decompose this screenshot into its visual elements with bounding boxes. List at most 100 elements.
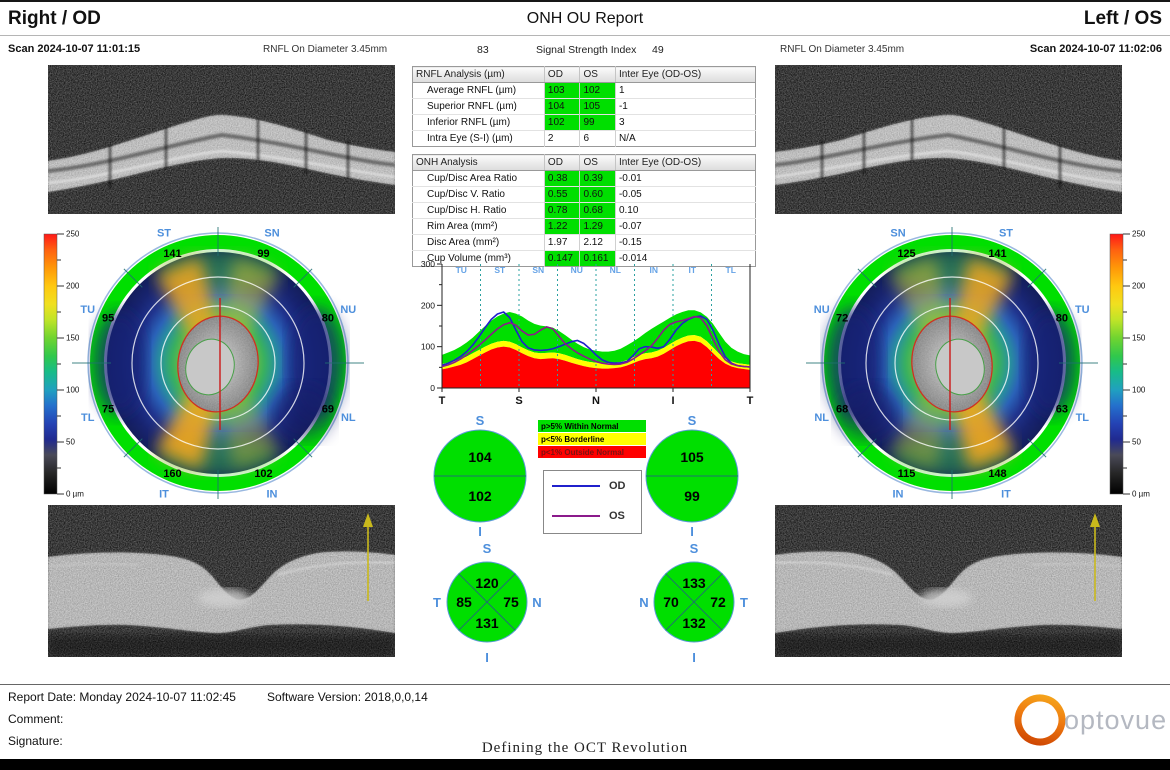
os-scan-type: RNFL On Diameter 3.45mm (780, 44, 905, 55)
onh-analysis-table: ONH Analysis OD OS Inter Eye (OD-OS) Cup… (412, 154, 756, 267)
sector-name-label: SN (890, 228, 905, 240)
inferior-label: I (478, 524, 482, 538)
table-row: Cup/Disc V. Ratio 0.55 0.60 -0.05 (412, 186, 756, 203)
scale-tick-label: 100 (66, 386, 80, 395)
right-eye-heading: Right / OD (8, 8, 101, 29)
sector-name-label: TL (81, 412, 95, 424)
od-value: 2 (543, 130, 580, 147)
x-axis-tick-label: N (592, 395, 600, 406)
sector-name-label: NU (814, 304, 830, 316)
y-axis-tick-label: 200 (421, 300, 435, 310)
scale-tick-label: 200 (1132, 282, 1146, 291)
sector-label: ST (494, 265, 506, 275)
sector-name-label: ST (999, 228, 1013, 240)
scale-tick-label: 150 (1132, 334, 1146, 343)
row-label: Cup Volume (mm³) (412, 250, 545, 267)
onh-table-title: ONH Analysis (412, 154, 545, 171)
report-date: Report Date: Monday 2024-10-07 11:02:45 (8, 690, 236, 704)
os-temporal-quadrant: 72 (710, 594, 726, 610)
left-eye-heading: Left / OS (1083, 8, 1162, 29)
row-label: Intra Eye (S-I) (µm) (412, 130, 545, 147)
x-axis-tick-label: T (747, 395, 754, 406)
scale-tick-label: 200 (66, 282, 80, 291)
od-scan-timestamp: Scan 2024-10-07 11:01:15 (8, 43, 141, 55)
sector-thickness-value: 80 (1056, 313, 1068, 325)
tagline: Defining the OCT Revolution (481, 740, 689, 756)
os-value: 102 (579, 82, 616, 99)
od-value: 102 (543, 114, 580, 131)
inter-eye-value: N/A (614, 130, 756, 147)
sector-label: NL (610, 265, 621, 275)
nasal-label: N (532, 595, 541, 610)
od-value: 103 (543, 82, 580, 99)
x-axis-tick-label: I (671, 395, 674, 406)
os-hemisphere-chart: S 105 99 I (645, 413, 739, 538)
row-label: Superior RNFL (µm) (412, 98, 545, 115)
sector-name-label: IN (267, 488, 278, 500)
inferior-label: I (690, 524, 694, 538)
inferior-label: I (485, 650, 489, 665)
inter-eye-value: -0.01 (614, 170, 756, 187)
signature-label: Signature: (8, 734, 63, 748)
footer-divider (0, 684, 1170, 685)
x-axis-tick-label: T (439, 395, 446, 406)
scan-direction-arrow (363, 513, 373, 601)
table-row: Rim Area (mm²) 1.22 1.29 -0.07 (412, 218, 756, 235)
sector-name-label: NL (341, 412, 356, 424)
sector-label: IT (688, 265, 696, 275)
os-value: 105 (579, 98, 616, 115)
row-label: Inferior RNFL (µm) (412, 114, 545, 131)
od-horizontal-bscan-image (48, 65, 395, 214)
scale-tick-label: 0 µm (66, 490, 84, 499)
od-scan-type: RNFL On Diameter 3.45mm (263, 44, 388, 55)
temporal-label: T (740, 595, 748, 610)
os-series-label: OS (609, 510, 625, 522)
sector-thickness-value: 160 (163, 468, 181, 480)
od-rnfl-map: 141 ST 99 SN 95 TU 80 NU 75 TL 69 NL 160 IT 102 IN (68, 224, 368, 500)
table-row: Average RNFL (µm) 103 102 1 (412, 82, 756, 99)
row-label: Average RNFL (µm) (412, 82, 545, 99)
od-value: 1.22 (543, 218, 580, 235)
os-inferior-value: 99 (684, 488, 700, 504)
os-value: 1.29 (579, 218, 616, 235)
sector-name-label: SN (264, 228, 279, 240)
sector-label: NU (571, 265, 583, 275)
sector-name-label: ST (157, 228, 171, 240)
row-label: Rim Area (mm²) (412, 218, 545, 235)
sector-name-label: IN (893, 488, 904, 500)
od-value: 1.97 (543, 234, 580, 251)
software-version: Software Version: 2018,0,0,14 (267, 690, 428, 704)
inter-eye-value: -1 (614, 98, 756, 115)
os-signal-strength-value: 49 (652, 44, 664, 56)
sector-name-label: IT (1001, 488, 1011, 500)
od-thickness-scale: 250 200 150 100 50 0 µm (43, 230, 84, 499)
inter-eye-value: -0.014 (614, 250, 756, 267)
scan-direction-arrow (1090, 513, 1100, 601)
od-inferior-value: 102 (468, 488, 492, 504)
sector-name-label: TL (1076, 412, 1090, 424)
sector-thickness-value: 68 (836, 404, 848, 416)
logo-ring-icon (1014, 694, 1066, 746)
os-onh-bscan-image (775, 505, 1122, 657)
bottom-bar (0, 759, 1170, 770)
sector-label: TL (726, 265, 736, 275)
od-quadrant-chart: S 120 85 75 131 T N I (433, 541, 542, 665)
od-temporal-quadrant: 85 (456, 594, 472, 610)
row-label: Cup/Disc V. Ratio (412, 186, 545, 203)
od-value: 0.78 (543, 202, 580, 219)
inter-eye-value: -0.07 (614, 218, 756, 235)
page-title: ONH OU Report (526, 10, 644, 27)
sector-thickness-value: 95 (102, 313, 114, 325)
series-legend-box: OD OS (543, 470, 642, 534)
optovue-logo: optovue (1012, 692, 1167, 748)
scale-tick-label: 150 (66, 334, 80, 343)
nasal-label: N (639, 595, 648, 610)
os-rnfl-map: 125 SN 141 ST 72 NU 80 TU 68 NL 63 TL 115 IN 148 IT (802, 224, 1102, 500)
od-hemisphere-chart: S 104 102 I (433, 413, 527, 538)
os-value: 0.68 (579, 202, 616, 219)
od-series-label: OD (609, 480, 626, 492)
os-value: 0.161 (579, 250, 616, 267)
sector-name-label: IT (159, 488, 169, 500)
